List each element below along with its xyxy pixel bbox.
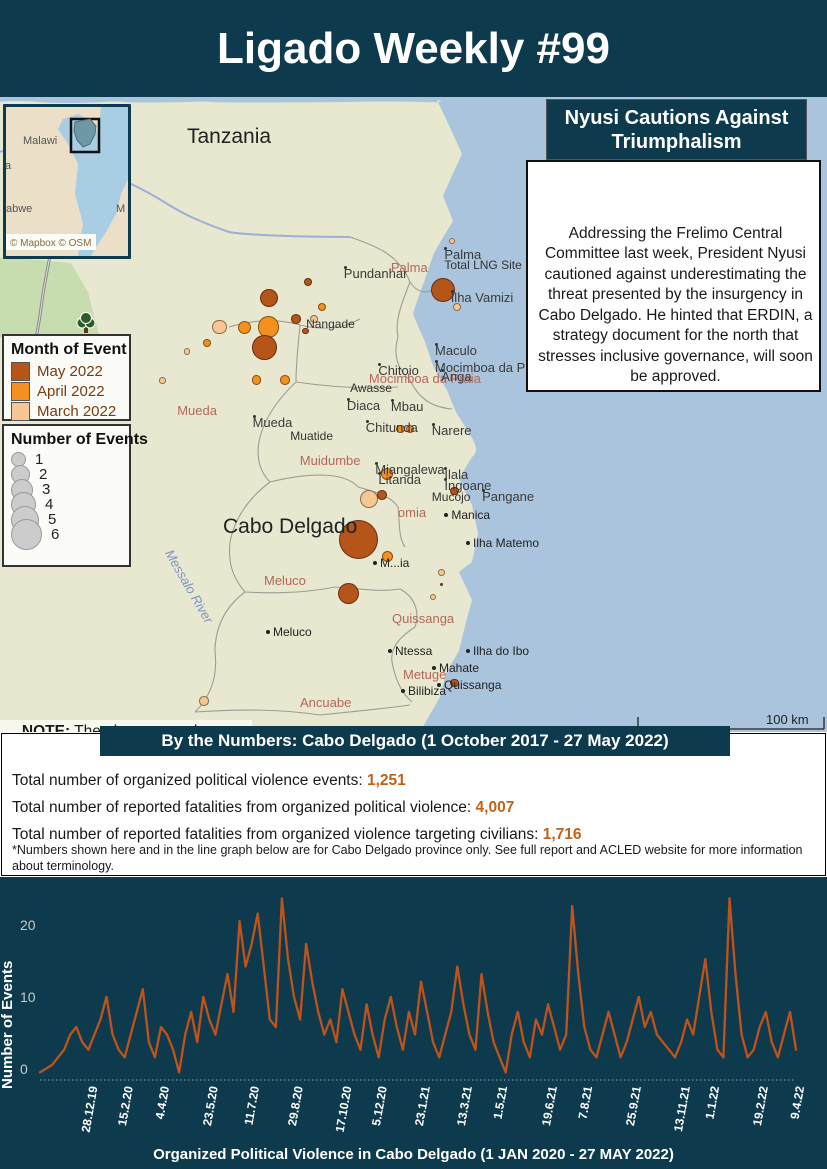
svg-text:© Mapbox © OSM: © Mapbox © OSM: [10, 238, 91, 249]
svg-text:Malawi: Malawi: [23, 135, 57, 147]
svg-text:abwe: abwe: [6, 203, 32, 215]
svg-text:a: a: [5, 160, 12, 172]
svg-text:M: M: [116, 203, 125, 215]
